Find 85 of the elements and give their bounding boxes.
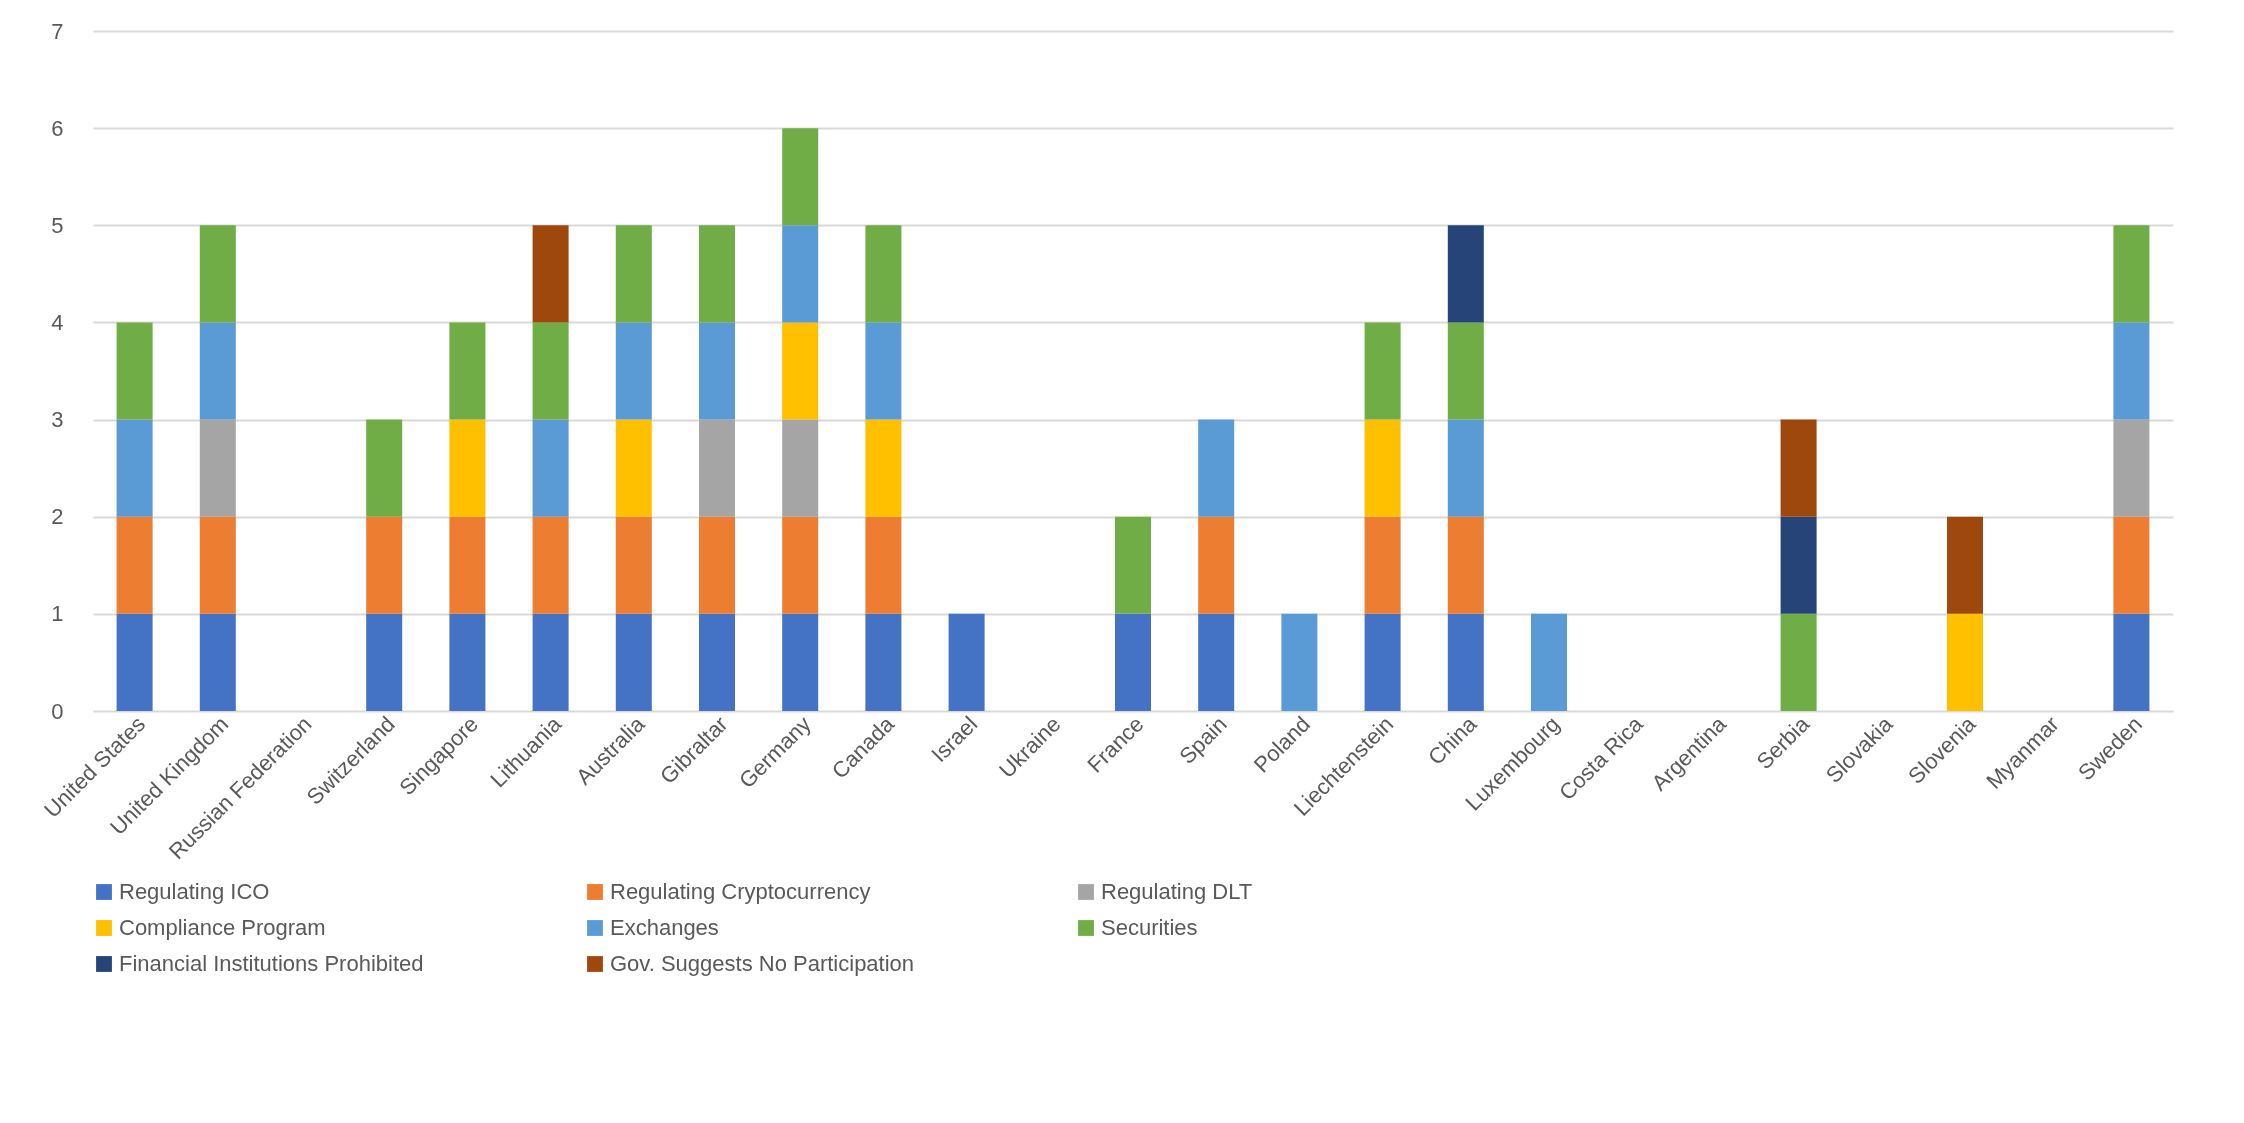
bar	[1531, 613, 1567, 711]
bar	[615, 225, 652, 323]
bar	[1364, 516, 1401, 614]
bar	[1198, 613, 1235, 711]
bar	[532, 516, 569, 614]
bar	[782, 613, 819, 711]
bar	[1447, 225, 1484, 323]
bar	[782, 419, 819, 517]
bar	[2113, 419, 2150, 517]
bar	[782, 322, 819, 420]
legend-label: Compliance Program	[119, 915, 326, 940]
y-tick-label: 3	[51, 407, 64, 433]
bar	[615, 613, 652, 711]
bar	[116, 419, 153, 517]
bar	[2113, 322, 2150, 420]
bar	[366, 613, 403, 711]
bar	[782, 516, 819, 614]
bar	[1447, 516, 1484, 614]
bar	[865, 322, 902, 420]
legend-label: Regulating DLT	[1101, 879, 1253, 904]
y-tick-label: 1	[51, 601, 64, 627]
bar	[1780, 419, 1817, 517]
bar	[699, 419, 735, 517]
bar	[199, 516, 236, 614]
legend-label: Exchanges	[610, 915, 719, 940]
bar	[532, 419, 569, 517]
bar	[1780, 613, 1817, 711]
bar	[1198, 419, 1235, 517]
bar	[449, 419, 486, 517]
bar	[1947, 516, 1983, 614]
bar	[116, 322, 153, 420]
bar	[1364, 322, 1401, 420]
bar	[699, 225, 735, 323]
legend-label: Regulating ICO	[119, 879, 270, 904]
bar	[615, 419, 652, 517]
y-tick-label: 4	[51, 309, 64, 335]
bar	[699, 516, 735, 614]
bar	[366, 419, 403, 517]
bar	[948, 613, 985, 711]
bar	[199, 419, 236, 517]
bar	[1447, 419, 1484, 517]
bar	[865, 613, 902, 711]
bar	[1364, 419, 1401, 517]
bar	[699, 613, 735, 711]
bar	[2113, 225, 2150, 323]
bar	[532, 225, 569, 323]
bar	[1115, 613, 1151, 711]
legend-label: Regulating Cryptocurrency	[610, 879, 871, 904]
bar	[199, 613, 236, 711]
bar	[865, 419, 902, 517]
bar	[449, 322, 486, 420]
bar	[1447, 322, 1484, 420]
bar	[366, 516, 403, 614]
bar	[615, 516, 652, 614]
bar	[782, 128, 819, 226]
bar	[2113, 516, 2150, 614]
y-tick-label: 6	[51, 115, 64, 141]
legend-label: Financial Institutions Prohibited	[119, 951, 424, 976]
bar	[1364, 613, 1401, 711]
bar	[199, 322, 236, 420]
bar	[199, 225, 236, 323]
bar	[449, 613, 486, 711]
bar	[1780, 516, 1817, 614]
y-tick-label: 5	[51, 212, 64, 238]
y-tick-label: 2	[51, 504, 64, 530]
bar	[116, 613, 153, 711]
bar	[699, 322, 735, 420]
bar	[116, 516, 153, 614]
bar	[1198, 516, 1235, 614]
y-tick-label: 0	[51, 698, 64, 724]
bar	[615, 322, 652, 420]
bar	[1115, 516, 1151, 614]
bar	[782, 225, 819, 323]
legend-label: Securities	[1101, 915, 1198, 940]
bar	[532, 613, 569, 711]
y-tick-label: 7	[51, 18, 64, 44]
legend-label: Gov. Suggests No Participation	[610, 951, 915, 976]
bar	[532, 322, 569, 420]
bar	[1947, 613, 1983, 711]
bar	[2113, 613, 2150, 711]
bar	[449, 516, 486, 614]
bar	[865, 225, 902, 323]
bar	[865, 516, 902, 614]
bar	[1447, 613, 1484, 711]
bar	[1281, 613, 1318, 711]
